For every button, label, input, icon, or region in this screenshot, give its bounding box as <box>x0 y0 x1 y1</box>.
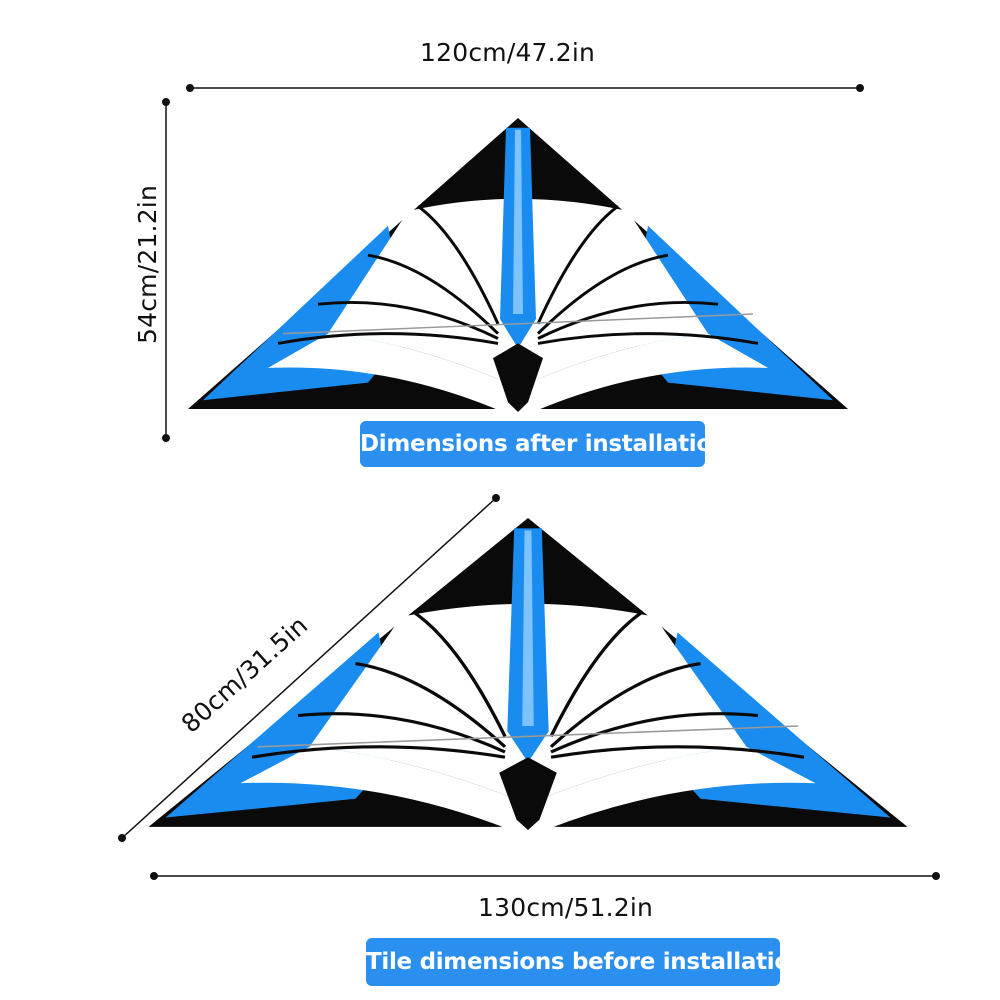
width-dimension-line-bottom <box>150 872 940 880</box>
height-dimension-line <box>162 98 170 442</box>
width-dimension-line-top <box>186 84 864 92</box>
caption-badge-after-installation: Dimensions after installation <box>360 421 728 467</box>
side-dimension-line <box>118 494 500 842</box>
top-width-label: 120cm/47.2in <box>420 38 596 67</box>
top-height-label: 54cm/21.2in <box>133 185 162 344</box>
kite-image-assembled <box>186 116 850 414</box>
bottom-width-label: 130cm/51.2in <box>478 893 654 922</box>
caption-badge-before-installation: Tile dimensions before installation <box>366 938 806 986</box>
